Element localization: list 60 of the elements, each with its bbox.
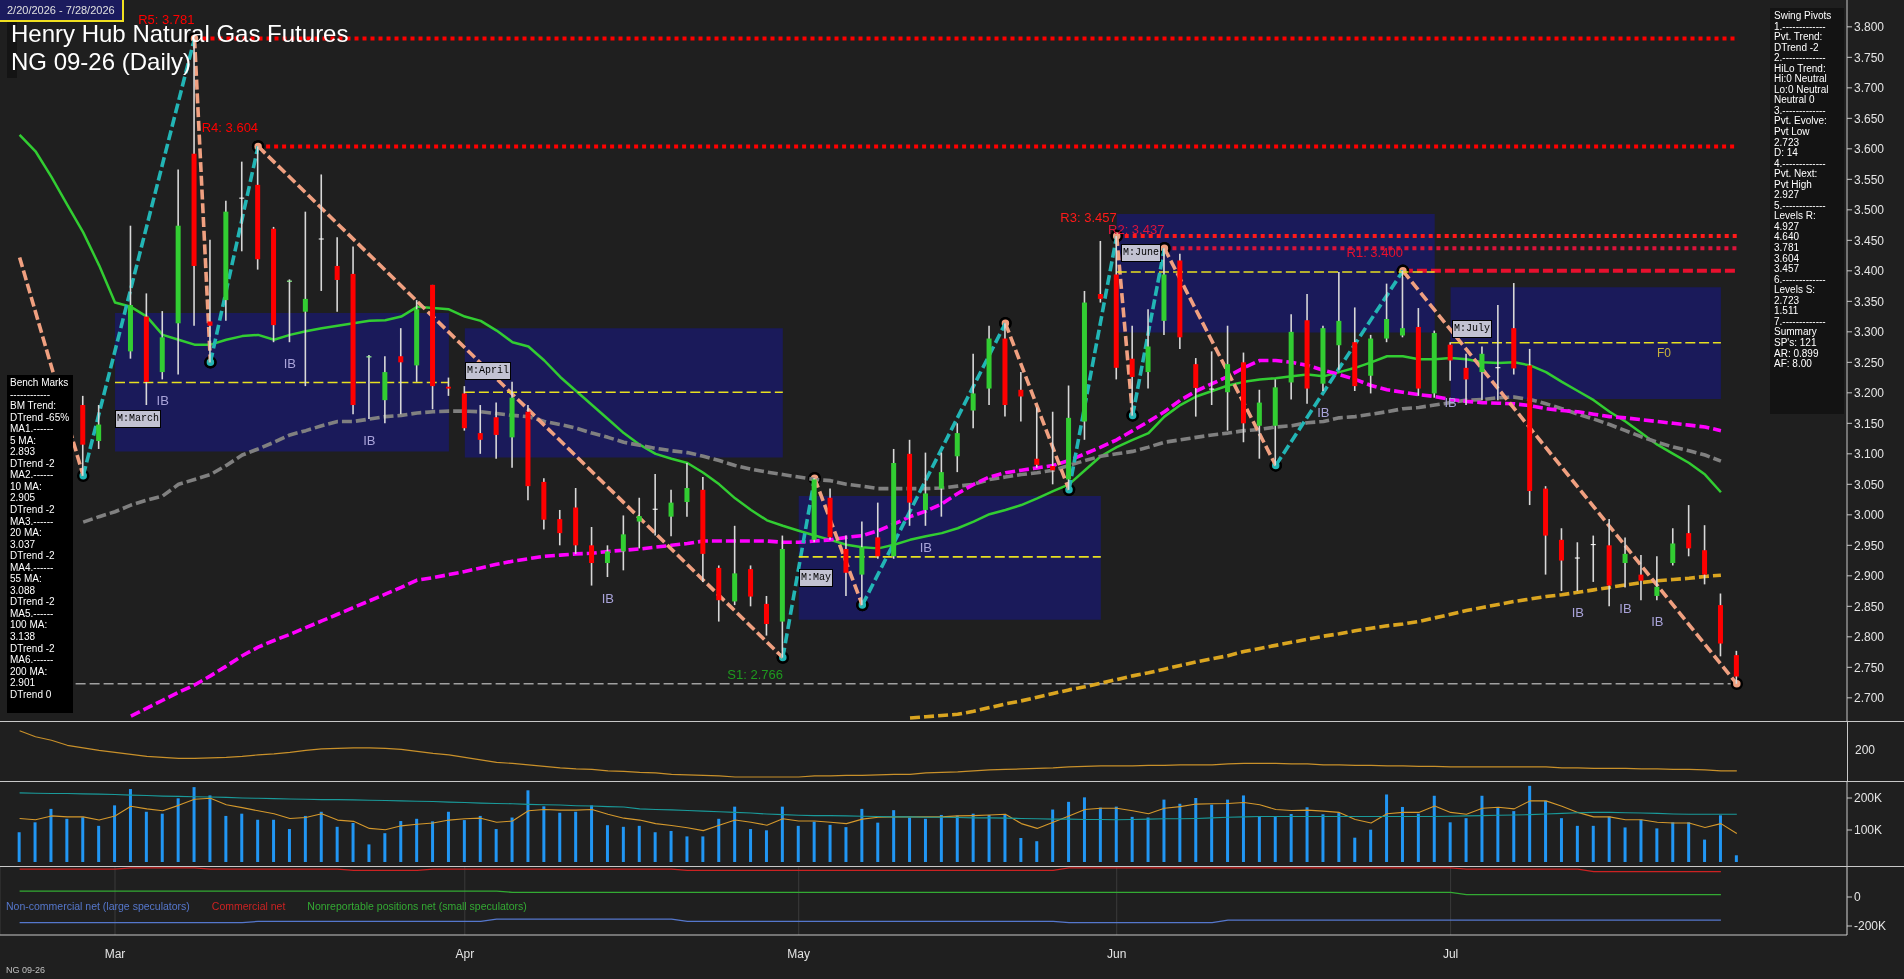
ref-line-label: R4: 3.604 (201, 120, 259, 136)
y-tick-label: 3.800 (1854, 20, 1885, 35)
text: IB (156, 393, 169, 409)
text: IB (601, 591, 615, 607)
text: IB (1317, 404, 1330, 420)
y-tick-label: 2.850 (1854, 599, 1885, 614)
annotation: M:May (801, 572, 832, 583)
series-label: Non-commercial net (large speculators) (6, 900, 190, 912)
text: IB (1444, 394, 1457, 410)
y-tick-label: 3.600 (1854, 142, 1885, 157)
y-tick-label: 2.800 (1854, 630, 1885, 645)
y-tick-label: 3.150 (1854, 416, 1885, 431)
x-tick-label: Jul (1442, 946, 1459, 961)
text: IB (919, 539, 933, 555)
text: Commercial net (211, 900, 286, 912)
text: IB (1571, 605, 1584, 621)
y-tick-label: 3.450 (1854, 233, 1885, 248)
annotation: M:March (117, 413, 160, 424)
series-label: Nonreportable positions net (small speculators) (307, 900, 527, 912)
y-tick-label: 3.400 (1854, 264, 1885, 279)
y-tick-label: 2.700 (1854, 691, 1885, 706)
x-tick-label: Apr (455, 946, 475, 961)
y-tick-label: 3.650 (1854, 111, 1885, 126)
y-tick-label: 3.750 (1854, 50, 1885, 65)
y-tick-label: -200K (1854, 919, 1887, 934)
y-tick-label: 3.550 (1854, 172, 1885, 187)
y-tick-label: 3.100 (1854, 447, 1885, 462)
y-tick-label: 2.900 (1854, 569, 1885, 584)
text: Swing Pivots 1.------------- Pvt. Trend: DTrend -2 2.------------- HiLo Trend: Hi:0 Neutral Lo:0 Neutral Neutral 0 3.------------- Pvt. Evolve: Pvt Low 2.723 D: 14 4.------------- Pvt. Next: Pvt High 2.927 5.------------- Levels R: 4.927 4.640 3.781 3.604 3.457 6.------------- Levels S: 2.723 1.511 7.------------- Summary SP's: 121 AR: 0.899 AF: 8.00 (1774, 10, 1832, 370)
y-tick-label: 0 (1854, 890, 1861, 905)
y-tick-label: 2.950 (1854, 538, 1885, 553)
annotation: M:April (467, 365, 510, 376)
text: IB (1651, 614, 1664, 630)
y-tick-label: 3.700 (1854, 81, 1885, 96)
text: 200 (1855, 743, 1876, 757)
y-tick-label: 3.250 (1854, 355, 1885, 370)
annotation: M:June (1123, 247, 1160, 258)
y-tick-label: 100K (1854, 823, 1883, 838)
y-tick-label: 3.050 (1854, 477, 1885, 492)
y-tick-label: 3.500 (1854, 203, 1885, 218)
ref-line-label: R1: 3.400 (1346, 244, 1403, 260)
x-tick-label: May (787, 946, 811, 961)
x-tick-label: Jun (1107, 946, 1127, 961)
y-tick-label: 3.350 (1854, 294, 1885, 309)
y-tick-label: 3.200 (1854, 386, 1885, 401)
annotation: 2/20/2026 - 7/28/2026 (7, 4, 115, 16)
x-tick-label: Mar (104, 946, 126, 961)
annotation: S1: 2.766 (727, 667, 783, 682)
y-tick-label: 3.300 (1854, 325, 1885, 340)
y-tick-label: 200K (1854, 791, 1883, 806)
annotation: F0 (1657, 346, 1672, 360)
text: NG 09-26 (6, 965, 46, 975)
text: IB (283, 356, 297, 372)
text: NG 09-26 (Daily) (11, 48, 192, 75)
text: IB (1619, 601, 1632, 617)
y-tick-label: 2.750 (1854, 660, 1885, 675)
annotation: M:July (1454, 323, 1491, 334)
text: Bench Marks ------------ BM Trend: DTrend -65% MA1.------ 5 MA: 2.893 DTrend -2 MA2.------ 10 MA: 2.905 DTrend -2 MA3.------ 20 MA: 3.037 DTrend -2 MA4.------ 55 MA: 3.088 DTrend -2 MA5.------ 100 MA: 3.138 DTrend -2 MA6.------ 200 MA: 2.901 DTrend 0 (10, 377, 70, 700)
y-tick-label: 3.000 (1854, 508, 1885, 523)
text: IB (363, 433, 376, 449)
